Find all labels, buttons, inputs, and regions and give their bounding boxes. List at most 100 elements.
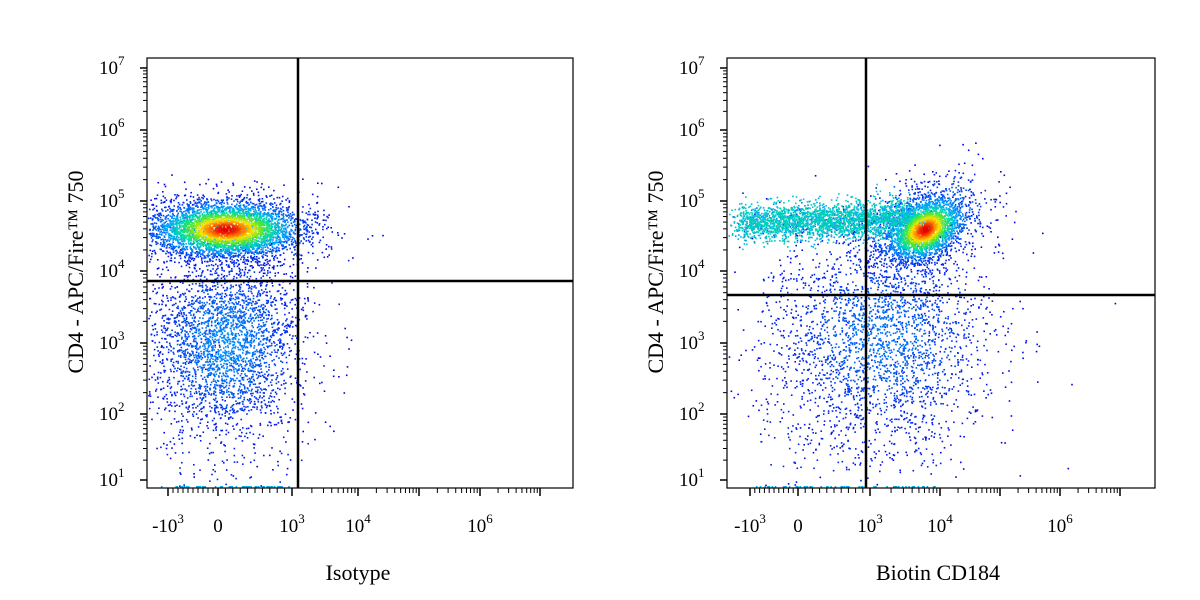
data-point [173,215,176,217]
data-point [198,385,201,388]
data-point [263,244,266,247]
data-point [162,195,165,198]
data-point [202,254,204,256]
data-point [284,325,286,328]
data-point [197,320,200,322]
data-point [226,206,228,209]
data-point [215,381,217,384]
data-point [282,367,284,370]
data-point [180,210,182,213]
data-point [239,276,242,278]
data-point [225,339,228,342]
data-point [224,282,226,285]
data-point [165,231,167,234]
data-point [214,272,216,275]
data-point [169,220,172,222]
data-point [220,333,222,336]
data-point [208,254,211,257]
data-point [177,206,179,208]
data-point [186,321,189,323]
data-point [293,254,295,256]
data-point [225,307,227,310]
data-point [202,197,204,200]
data-point [263,207,266,210]
data-point [231,316,233,319]
data-point [167,226,170,228]
data-point [233,336,236,339]
data-point [282,235,284,238]
data-point [277,213,280,216]
data-point [245,312,248,315]
data-point [243,186,246,188]
data-point [158,303,161,306]
data-point [262,244,265,247]
data-point [283,329,285,332]
data-point [257,245,260,248]
data-point [160,418,163,421]
data-point [219,391,221,394]
data-point [247,281,250,284]
data-point [208,296,210,298]
data-point [230,378,233,380]
data-point [269,395,271,397]
data-point [187,376,190,379]
data-point [343,233,346,235]
data-point [191,309,193,312]
data-point [220,300,223,303]
data-point [212,260,214,263]
data-point [250,252,253,255]
data-point [205,288,207,290]
data-point [204,368,207,371]
data-point [245,337,247,339]
data-point [161,208,163,211]
data-point [260,485,262,487]
data-point [254,206,256,209]
data-point [268,215,271,217]
data-point [156,331,158,333]
data-point [245,486,248,488]
data-point [254,486,257,488]
data-point [190,257,192,259]
data-point [307,213,309,216]
data-point [219,326,222,328]
data-point [285,382,287,384]
data-point [187,253,189,256]
data-point [269,421,272,424]
data-point [202,406,205,409]
data-point [283,227,286,230]
data-point [186,288,188,291]
data-point [219,202,222,204]
data-point [192,259,195,262]
data-point [208,309,211,312]
data-point [239,341,241,344]
data-point [261,406,263,409]
data-point [218,330,220,333]
data-point [309,331,311,334]
data-point [236,311,239,314]
data-point [183,342,186,345]
data-point [240,418,242,421]
data-point [171,329,173,332]
data-point [165,218,167,220]
data-point [186,248,189,251]
data-point [196,434,198,437]
data-point [210,373,213,375]
data-point [168,233,171,235]
data-point [166,381,169,384]
data-point [316,332,319,334]
data-point [211,349,213,352]
data-point [156,346,159,348]
data-point [178,314,181,317]
data-point [173,370,175,373]
data-point [215,205,218,208]
data-point [210,372,212,374]
data-point [224,375,227,377]
data-point [312,252,314,255]
data-point [234,345,237,348]
data-point [300,254,302,256]
data-point [210,321,213,324]
data-point [216,357,219,359]
isotype-data-points [148,174,384,488]
data-point [172,437,175,439]
data-point [148,317,150,320]
